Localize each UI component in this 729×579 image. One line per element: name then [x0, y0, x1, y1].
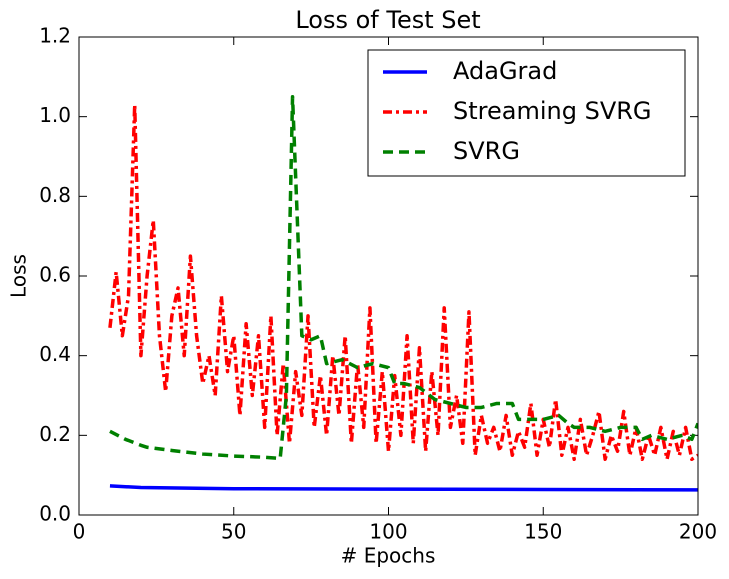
series-line — [109, 484, 698, 492]
y-tick-label: 0.8 — [39, 183, 71, 207]
legend-label: Streaming SVRG — [453, 97, 652, 125]
y-tick-label: 0.4 — [39, 342, 71, 366]
x-axis-label: # Epochs — [341, 544, 436, 568]
series-line — [108, 102, 698, 461]
y-tick-label: 1.2 — [39, 24, 71, 48]
x-tick-label: 0 — [73, 520, 86, 544]
x-tick-label: 50 — [221, 520, 246, 544]
legend-label: AdaGrad — [453, 57, 557, 85]
plot-frame — [78, 36, 699, 516]
legend-label: SVRG — [453, 137, 520, 165]
y-tick-label: 0.6 — [39, 263, 71, 287]
y-tick-label: 0.0 — [39, 502, 71, 526]
y-tick-label: 1.0 — [39, 103, 71, 127]
y-axis-label: Loss — [7, 254, 31, 298]
x-tick-label: 150 — [524, 520, 562, 544]
x-tick-label: 100 — [369, 520, 407, 544]
chart-title: Loss of Test Set — [295, 6, 480, 34]
y-tick-label: 0.2 — [39, 422, 71, 446]
series-line — [109, 95, 698, 461]
x-tick-label: 200 — [679, 520, 717, 544]
